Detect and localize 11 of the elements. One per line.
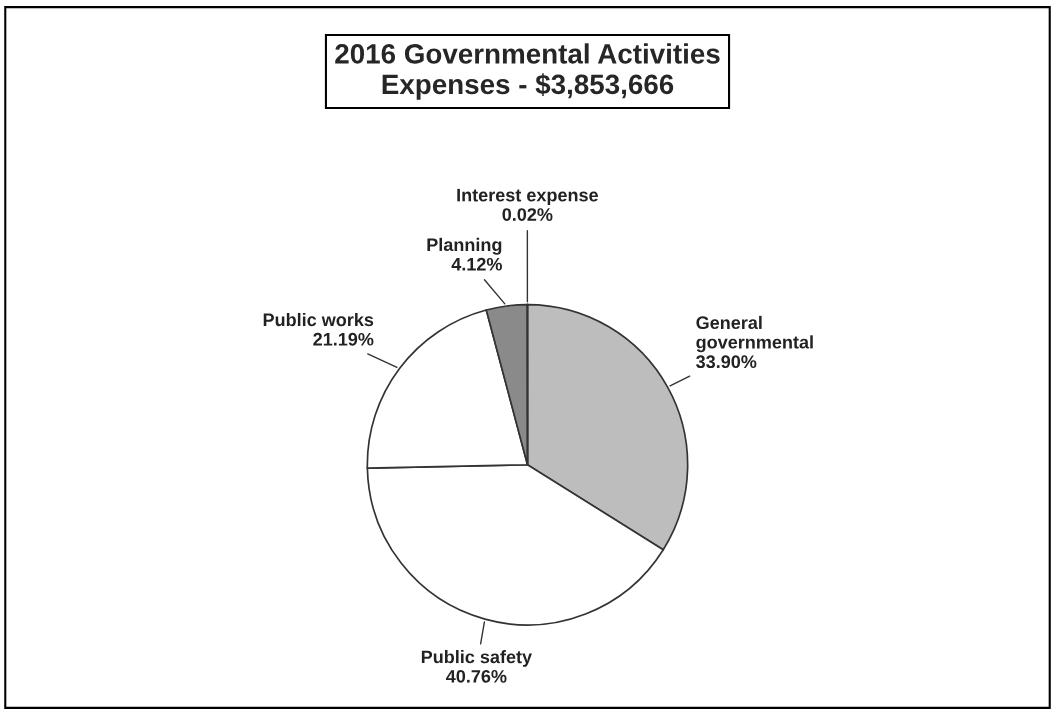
data-label: 0.02%: [502, 208, 553, 221]
slice-label: Public safety: [421, 650, 532, 667]
data-label: 33.90%: [696, 355, 757, 369]
slice-label: Interest expense: [457, 188, 598, 206]
data-label: 40.76%: [446, 669, 507, 683]
slice-label: Public works: [263, 312, 374, 327]
slice-label: General governmental: [696, 315, 813, 353]
slice-label: Planning: [427, 237, 502, 255]
data-label: 21.19%: [313, 332, 374, 346]
chart-title: 2016 Governmental Activities Expenses - $3,853,666: [335, 43, 720, 100]
data-label: 4.12%: [451, 257, 502, 271]
